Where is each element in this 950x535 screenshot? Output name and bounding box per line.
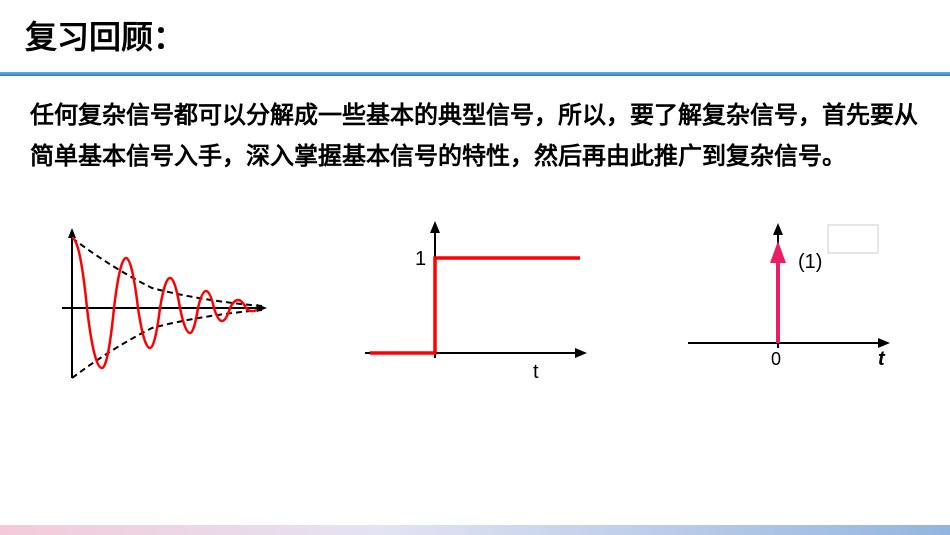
diagram-step-function: 1 t	[335, 213, 595, 393]
ylabel-1: 1	[415, 248, 426, 270]
diagrams-row: 1 t (1) 0 t	[0, 198, 950, 408]
y-axis-arrow	[773, 223, 783, 235]
y-axis-arrow	[430, 221, 440, 233]
zero-label: 0	[771, 349, 781, 369]
slide-header: 复习回顾：	[0, 0, 950, 66]
slide-title: 复习回顾：	[25, 12, 925, 58]
y-axis-arrow	[68, 228, 76, 238]
step-function-svg: 1 t	[335, 213, 595, 393]
body-paragraph: 任何复杂信号都可以分解成一些基本的典型信号，所以，要了解复杂信号，首先要从简单基…	[0, 76, 950, 188]
step-line	[370, 258, 580, 353]
footer-bar	[0, 525, 950, 535]
impulse-svg: (1) 0 t	[658, 213, 898, 393]
small-box	[828, 225, 878, 253]
upper-envelope	[72, 238, 262, 306]
diagram-damped-sinusoid	[52, 223, 272, 383]
x-axis-arrow	[878, 338, 890, 348]
damped-sinusoid-svg	[52, 223, 272, 383]
xlabel-t: t	[878, 348, 886, 370]
x-axis-arrow	[575, 348, 587, 358]
diagram-impulse: (1) 0 t	[658, 213, 898, 393]
impulse-label: (1)	[798, 251, 822, 273]
impulse-arrow	[770, 241, 786, 263]
xlabel-t: t	[533, 361, 539, 383]
